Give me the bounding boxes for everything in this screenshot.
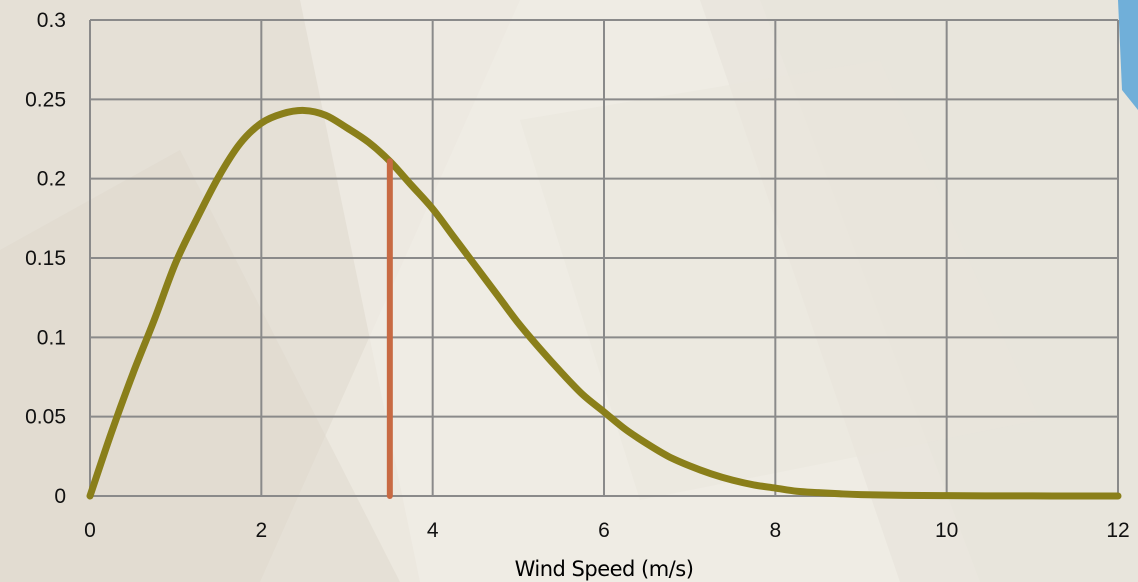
x-tick-labels: 0 2 4 6 8 10 12 (84, 519, 1130, 542)
y-tick-label: 0.3 (37, 9, 66, 32)
series-line (86, 106, 1122, 500)
y-tick-labels: 0 0.05 0.1 0.15 0.2 0.25 0.3 (25, 9, 66, 508)
y-tick-label: 0 (54, 485, 66, 508)
x-tick-label: 8 (769, 519, 781, 542)
gridlines (89, 19, 1119, 497)
x-tick-label: 4 (427, 519, 439, 542)
x-tick-label: 12 (1106, 519, 1129, 542)
x-axis-label: Wind Speed (m/s) (515, 557, 694, 581)
x-tick-label: 2 (255, 519, 267, 542)
x-tick-label: 10 (935, 519, 958, 542)
y-tick-label: 0.05 (25, 406, 66, 429)
y-tick-label: 0.25 (25, 88, 66, 111)
y-tick-label: 0.1 (37, 326, 66, 349)
series-group (86, 106, 1122, 500)
y-tick-label: 0.2 (37, 168, 66, 191)
x-tick-label: 0 (84, 519, 96, 542)
y-tick-label: 0.15 (25, 247, 66, 270)
x-tick-label: 6 (598, 519, 610, 542)
